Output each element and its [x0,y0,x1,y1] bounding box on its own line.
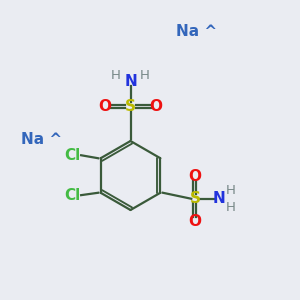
Text: Cl: Cl [64,148,80,163]
Text: H: H [226,184,236,197]
Text: H: H [140,69,150,82]
Text: O: O [149,99,163,114]
Text: O: O [188,214,201,229]
Text: Cl: Cl [64,188,80,203]
Text: H: H [111,69,121,82]
Text: Na ^: Na ^ [176,24,217,39]
Text: Na ^: Na ^ [21,132,62,147]
Text: N: N [124,74,137,88]
Text: N: N [213,191,226,206]
Text: O: O [188,169,201,184]
Text: O: O [98,99,112,114]
Text: S: S [125,99,136,114]
Text: H: H [226,201,236,214]
Text: S: S [189,191,200,206]
